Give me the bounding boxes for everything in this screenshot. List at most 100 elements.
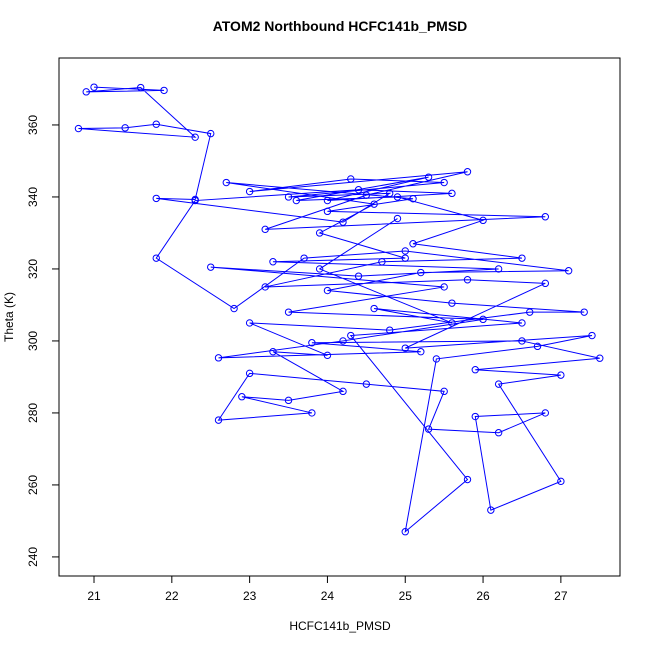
data-point (207, 129, 215, 138)
data-point (417, 348, 425, 356)
data-point (401, 254, 409, 262)
data-point (557, 477, 565, 486)
chart-title: ATOM2 Northbound HCFC141b_PMSD (213, 18, 468, 34)
data-point (362, 380, 371, 388)
x-tick-label: 24 (321, 589, 335, 603)
data-point (533, 342, 542, 351)
x-tick-label: 21 (87, 589, 101, 603)
data-point (564, 267, 573, 275)
data-point (370, 200, 378, 208)
data-point (541, 213, 550, 221)
data-point (160, 86, 168, 95)
data-point (238, 393, 246, 401)
data-point (230, 304, 238, 313)
data-point (518, 319, 526, 327)
data-point (494, 265, 503, 273)
data-point (494, 380, 503, 388)
data-point (308, 409, 316, 417)
data-point (214, 416, 223, 424)
x-tick-label: 26 (476, 589, 490, 603)
data-point (526, 308, 534, 316)
data-point (448, 299, 456, 307)
data-point (121, 124, 129, 132)
y-tick-label: 320 (26, 259, 40, 279)
data-point (541, 279, 550, 288)
data-point (339, 337, 347, 345)
data-point (222, 178, 230, 187)
data-point (315, 229, 324, 237)
data-point (354, 186, 363, 194)
data-point (393, 214, 402, 223)
data-point (596, 354, 604, 362)
data-point (440, 178, 448, 187)
data-point (417, 268, 425, 277)
data-point (300, 254, 308, 262)
data-point (245, 369, 254, 378)
data-point (580, 308, 588, 316)
data-point (440, 387, 448, 396)
x-tick-label: 27 (554, 589, 568, 603)
data-point (362, 191, 371, 199)
data-point (191, 133, 199, 141)
data-point (269, 258, 277, 266)
data-point (152, 120, 160, 128)
data-point (471, 412, 479, 421)
data-point (90, 83, 98, 91)
data-point (487, 506, 495, 514)
data-point (284, 396, 293, 405)
data-point (74, 124, 83, 133)
data-point (315, 265, 324, 273)
data-point (308, 339, 316, 347)
plot-frame (58, 57, 621, 577)
data-point (401, 344, 409, 352)
data-point (463, 475, 472, 484)
x-tick-label: 22 (165, 589, 179, 603)
data-line (78, 86, 600, 533)
data-point (463, 168, 472, 176)
data-point (401, 528, 409, 536)
data-point (347, 331, 355, 340)
data-point (245, 319, 254, 327)
data-point (409, 195, 417, 203)
y-tick-label: 280 (26, 403, 40, 423)
data-point (284, 193, 293, 201)
data-point (323, 286, 332, 295)
data-point (518, 337, 526, 345)
data-point (261, 225, 269, 234)
y-tick-label: 260 (26, 475, 40, 495)
data-point (424, 425, 433, 433)
x-tick-label: 25 (399, 589, 413, 603)
data-point (378, 258, 386, 266)
x-axis-label: HCFC141b_PMSD (289, 619, 391, 633)
data-point (471, 366, 479, 374)
y-tick-label: 240 (26, 547, 40, 567)
data-point (191, 196, 199, 205)
data-point (323, 207, 332, 216)
data-point (292, 196, 301, 205)
data-point (339, 387, 347, 396)
data-point (448, 189, 456, 198)
data-point (479, 216, 487, 225)
data-point (463, 276, 472, 284)
data-point (479, 315, 487, 324)
data-point (557, 371, 565, 379)
data-point (541, 409, 550, 417)
data-point (494, 429, 503, 437)
data-point (370, 304, 378, 313)
data-point (385, 189, 394, 198)
data-point (448, 319, 456, 327)
data-point (152, 194, 160, 203)
data-point (347, 175, 355, 183)
data-point (82, 88, 90, 96)
y-tick-label: 300 (26, 331, 40, 351)
y-tick-label: 360 (26, 115, 40, 135)
y-axis-label: Theta (K) (2, 292, 16, 342)
data-point (518, 254, 526, 262)
data-point (354, 272, 363, 280)
data-point (440, 283, 448, 291)
data-point (588, 331, 596, 340)
data-point (152, 254, 160, 262)
data-point (245, 187, 254, 196)
data-point (385, 326, 394, 334)
